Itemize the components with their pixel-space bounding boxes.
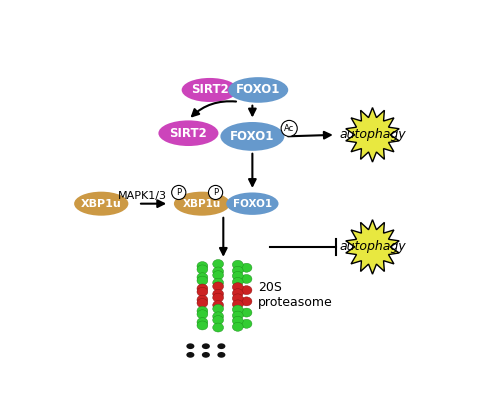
Ellipse shape — [212, 305, 224, 313]
Ellipse shape — [74, 192, 128, 215]
Text: FOXO1: FOXO1 — [236, 84, 281, 97]
Polygon shape — [346, 108, 399, 162]
Ellipse shape — [241, 275, 252, 283]
Ellipse shape — [241, 297, 252, 306]
Ellipse shape — [197, 262, 208, 270]
Ellipse shape — [212, 267, 224, 276]
Text: P: P — [213, 188, 218, 197]
Ellipse shape — [232, 272, 243, 280]
Ellipse shape — [232, 282, 243, 292]
Ellipse shape — [232, 266, 243, 275]
Ellipse shape — [186, 352, 194, 358]
Ellipse shape — [232, 322, 243, 331]
Ellipse shape — [172, 186, 186, 200]
Ellipse shape — [212, 301, 224, 310]
Ellipse shape — [197, 307, 208, 315]
Ellipse shape — [212, 271, 224, 280]
Ellipse shape — [212, 316, 224, 324]
Ellipse shape — [208, 186, 222, 200]
Ellipse shape — [197, 321, 208, 330]
Ellipse shape — [232, 277, 243, 287]
Text: autophagy: autophagy — [339, 240, 406, 253]
Polygon shape — [346, 220, 399, 274]
Text: SIRT2: SIRT2 — [191, 84, 228, 97]
Ellipse shape — [202, 343, 210, 349]
Text: Ac: Ac — [284, 124, 294, 133]
Ellipse shape — [212, 312, 224, 321]
Ellipse shape — [241, 263, 252, 272]
Ellipse shape — [186, 343, 194, 349]
Ellipse shape — [158, 120, 218, 146]
Text: XBP1u: XBP1u — [183, 199, 221, 209]
Ellipse shape — [241, 286, 252, 295]
FancyArrowPatch shape — [192, 101, 236, 116]
Ellipse shape — [174, 192, 230, 215]
Ellipse shape — [197, 295, 208, 304]
Text: P: P — [176, 188, 182, 197]
Ellipse shape — [197, 265, 208, 274]
Ellipse shape — [232, 316, 243, 325]
Ellipse shape — [212, 282, 224, 291]
Ellipse shape — [197, 299, 208, 307]
Ellipse shape — [197, 276, 208, 285]
Text: FOXO1: FOXO1 — [230, 130, 274, 143]
Ellipse shape — [232, 260, 243, 269]
Text: autophagy: autophagy — [339, 128, 406, 141]
Text: XBP1u: XBP1u — [81, 199, 122, 209]
Ellipse shape — [212, 293, 224, 302]
Ellipse shape — [220, 122, 284, 151]
Text: FOXO1: FOXO1 — [233, 199, 272, 209]
Ellipse shape — [202, 352, 210, 358]
Ellipse shape — [228, 77, 288, 103]
Ellipse shape — [182, 78, 238, 102]
Ellipse shape — [218, 343, 226, 349]
Text: MAPK1/3: MAPK1/3 — [118, 191, 166, 201]
Ellipse shape — [232, 294, 243, 303]
Text: 20S
proteasome: 20S proteasome — [258, 281, 333, 309]
Text: SIRT2: SIRT2 — [170, 127, 207, 140]
Ellipse shape — [197, 284, 208, 293]
Ellipse shape — [212, 278, 224, 287]
Ellipse shape — [281, 120, 297, 136]
Ellipse shape — [241, 308, 252, 317]
Ellipse shape — [218, 352, 226, 358]
Ellipse shape — [241, 319, 252, 328]
Ellipse shape — [232, 305, 243, 314]
Ellipse shape — [212, 260, 224, 268]
Ellipse shape — [212, 323, 224, 332]
Ellipse shape — [232, 311, 243, 320]
Ellipse shape — [212, 290, 224, 298]
Ellipse shape — [197, 287, 208, 296]
Ellipse shape — [197, 273, 208, 282]
Ellipse shape — [197, 318, 208, 327]
Ellipse shape — [197, 310, 208, 319]
Ellipse shape — [232, 300, 243, 309]
Ellipse shape — [232, 289, 243, 298]
Ellipse shape — [226, 193, 278, 215]
